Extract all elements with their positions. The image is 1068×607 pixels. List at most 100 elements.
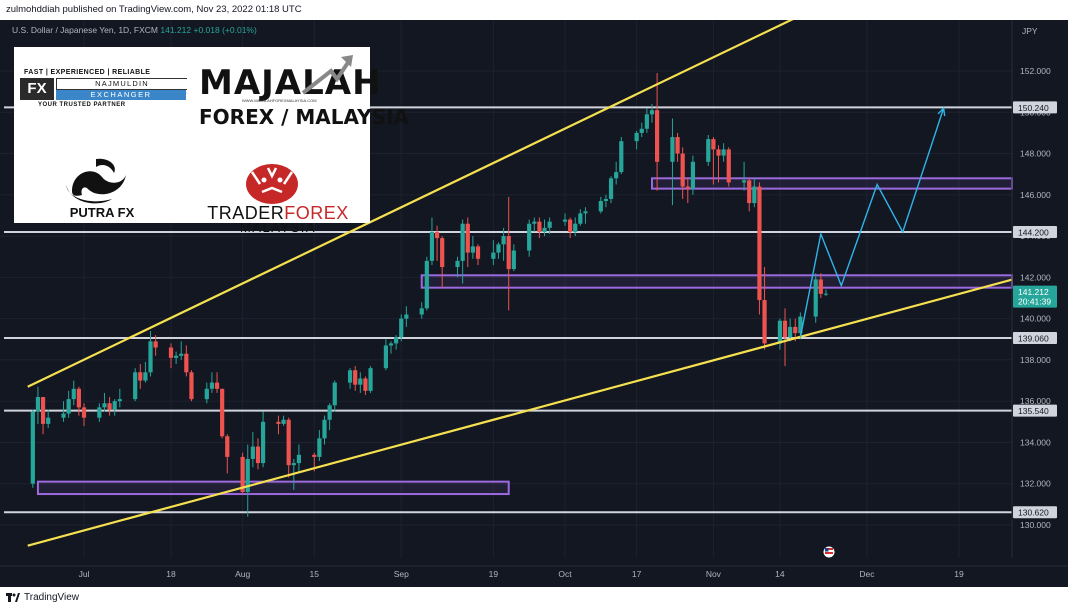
candle-body <box>353 370 358 385</box>
time-axis[interactable]: Jul 18 Aug 15 Sep 19 Oct 17 Nov 14 Dec 19 <box>0 546 1068 580</box>
candle <box>578 209 583 226</box>
flag-canton <box>825 548 829 552</box>
candle-body <box>823 293 829 295</box>
candle-body <box>286 419 291 466</box>
candle <box>562 213 568 226</box>
najmuldin-logo: FAST | EXPERIENCED | RELIABLE FX NAJMULD… <box>18 69 188 109</box>
candle-body <box>245 458 250 492</box>
candle <box>721 143 726 162</box>
candle-body <box>496 244 501 253</box>
trendline <box>27 20 794 388</box>
candle-body <box>112 401 117 410</box>
candle-body <box>168 347 174 358</box>
candle-body <box>685 186 690 189</box>
candle <box>670 118 675 206</box>
candle-body <box>291 463 296 466</box>
time-tick-label: 15 <box>310 569 320 579</box>
candle-body <box>138 372 143 381</box>
chart-area[interactable]: JPY 130.000 132.000 134.000 136.000 138.000 14… <box>0 20 1068 587</box>
candle <box>276 415 281 435</box>
projection-arrowhead <box>937 106 946 117</box>
level-price-tag <box>1013 404 1057 417</box>
candle-body <box>66 399 71 414</box>
candle <box>388 341 394 354</box>
candle-body <box>281 419 286 424</box>
tradingview-brand[interactable]: TradingView <box>24 592 80 603</box>
time-tick-label: Dec <box>859 569 875 579</box>
candle <box>153 335 158 356</box>
candle-body <box>788 326 793 338</box>
candle <box>30 409 35 488</box>
candle <box>394 335 399 350</box>
candle-body <box>46 417 51 424</box>
candle <box>332 380 337 412</box>
candle <box>813 273 818 323</box>
candle-body <box>690 161 696 189</box>
candle <box>644 108 649 133</box>
candle-body <box>102 403 107 408</box>
candle-body <box>388 343 394 346</box>
candle-body <box>757 186 762 301</box>
candle <box>220 388 225 439</box>
candle-body <box>35 397 41 412</box>
candle <box>214 372 220 393</box>
majalah-logo: MAJALAH WWW.MAJALAHFOREXMALAYSIA.COM FOR… <box>187 47 409 135</box>
footer-bar: TradingView <box>0 587 1068 607</box>
price-tick-label: 140.000 <box>1020 314 1051 324</box>
trendlines <box>27 20 1012 547</box>
majalah-url: WWW.MAJALAHFOREXMALAYSIA.COM <box>242 98 317 103</box>
candle <box>204 382 209 404</box>
candle-body <box>189 372 194 400</box>
candle <box>363 376 368 395</box>
candle-body <box>583 211 588 214</box>
level-price-label: 139.060 <box>1018 334 1049 344</box>
candle <box>250 432 255 468</box>
candle <box>603 194 609 208</box>
majalah-subtitle: FOREX / MALAYSIA <box>199 105 409 129</box>
candle <box>501 227 506 261</box>
price-tick-label: 134.000 <box>1020 437 1051 447</box>
price-chart[interactable]: JPY 130.000 132.000 134.000 136.000 138.000 14… <box>0 20 1068 587</box>
candle <box>460 219 465 284</box>
fx-exchanger: EXCHANGER <box>56 90 186 100</box>
level-price-label: 150.240 <box>1018 103 1049 113</box>
candle-body <box>81 407 87 418</box>
flag-stripe <box>825 548 833 550</box>
candle <box>619 137 624 175</box>
candle <box>184 345 189 377</box>
traderforex-title: TRADERFOREX <box>186 203 370 224</box>
supply-demand-zone <box>650 177 1014 190</box>
candles <box>30 73 829 517</box>
price-tick-label: 130.000 <box>1020 520 1051 530</box>
tradingview-logo-icon[interactable] <box>6 591 20 603</box>
candle <box>117 388 122 408</box>
candle <box>527 219 532 257</box>
candle <box>752 178 757 208</box>
candle <box>112 399 117 416</box>
candle-body <box>225 436 230 457</box>
candle-body <box>752 186 757 204</box>
candle <box>818 273 823 298</box>
price-tick-label: 132.000 <box>1020 479 1051 489</box>
candle-body <box>250 446 255 459</box>
price-axis[interactable]: JPY 130.000 132.000 134.000 136.000 138.000 14… <box>1011 20 1057 558</box>
candle-body <box>644 114 649 129</box>
candle-body <box>399 318 404 338</box>
candle-body <box>598 201 603 212</box>
candle <box>148 331 153 377</box>
candle <box>245 444 250 517</box>
candle <box>189 370 194 402</box>
candle-body <box>332 382 337 406</box>
candle <box>71 380 76 406</box>
projection <box>799 106 946 338</box>
candle-body <box>312 454 317 457</box>
candle-body <box>491 252 496 259</box>
publisher-text: zulmohddiah published on TradingView.com… <box>6 4 302 15</box>
candle-body <box>429 231 435 261</box>
candle <box>455 256 460 278</box>
candle <box>614 161 619 185</box>
candle-body <box>747 180 752 204</box>
candle-body <box>143 372 148 381</box>
symbol-price: 141.212 <box>160 25 192 35</box>
candle-body <box>455 260 460 268</box>
